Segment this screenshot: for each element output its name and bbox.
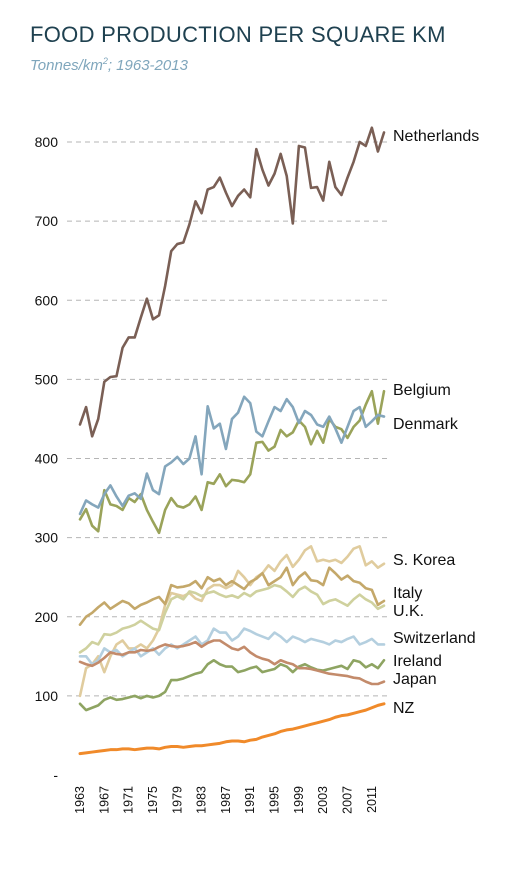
x-tick-label: 1991 bbox=[243, 786, 257, 814]
series-label-u-k: U.K. bbox=[393, 603, 424, 620]
series-label-belgium: Belgium bbox=[393, 382, 451, 399]
y-axis: 800 700 600 500 400 300 200 100 - bbox=[35, 134, 59, 783]
series-line-ireland bbox=[78, 658, 386, 712]
chart-title: FOOD PRODUCTION PER SQUARE KM bbox=[30, 22, 446, 47]
series-label-netherlands: Netherlands bbox=[393, 128, 479, 145]
series-label-s-korea: S. Korea bbox=[393, 552, 455, 569]
series-label-nz: NZ bbox=[393, 700, 415, 717]
x-tick-label: 1971 bbox=[122, 786, 136, 814]
x-tick-label: 1999 bbox=[292, 786, 306, 814]
y-tick-label: 700 bbox=[35, 213, 59, 229]
series-label-ireland: Ireland bbox=[393, 653, 442, 670]
series-line-japan bbox=[78, 639, 386, 686]
series-label-denmark: Denmark bbox=[393, 416, 459, 433]
series-line-switzerland bbox=[78, 627, 386, 666]
x-tick-label: 2003 bbox=[316, 786, 330, 814]
series-line-nz bbox=[78, 702, 386, 756]
y-tick-label: 600 bbox=[35, 292, 59, 308]
x-axis: 1963 1967 1971 1975 1979 1983 1987 1991 1995 1999… bbox=[73, 786, 379, 814]
y-tick-label: 400 bbox=[35, 451, 59, 467]
x-tick-label: 2007 bbox=[341, 786, 355, 814]
series-label-japan: Japan bbox=[393, 671, 437, 688]
x-tick-label: 1975 bbox=[146, 786, 160, 814]
y-tick-label: 100 bbox=[35, 688, 59, 704]
y-tick-label: 800 bbox=[35, 134, 59, 150]
series-line-italy bbox=[78, 566, 386, 626]
y-tick-label: 500 bbox=[35, 371, 59, 387]
subtitle-unit-exponent: 2 bbox=[102, 56, 108, 66]
x-tick-label: 2011 bbox=[365, 786, 379, 813]
y-tick-label: 200 bbox=[35, 609, 59, 625]
y-tick-label: 300 bbox=[35, 530, 59, 546]
series-line-u-k bbox=[78, 583, 386, 654]
x-tick-label: 1983 bbox=[195, 786, 209, 814]
x-tick-label: 1995 bbox=[268, 786, 282, 814]
x-tick-label: 1967 bbox=[97, 786, 111, 814]
gridlines bbox=[67, 141, 390, 697]
series-label-switzerland: Switzerland bbox=[393, 630, 476, 647]
x-tick-label: 1979 bbox=[170, 786, 184, 814]
series-lines bbox=[78, 126, 386, 756]
subtitle-period: ; 1963-2013 bbox=[107, 57, 188, 74]
x-tick-label: 1987 bbox=[219, 786, 233, 814]
subtitle-unit: Tonnes/km bbox=[30, 57, 103, 74]
chart-subtitle: Tonnes/km2; 1963-2013 bbox=[30, 56, 188, 74]
x-tick-label: 1963 bbox=[73, 786, 87, 814]
y-tick-label: - bbox=[53, 767, 58, 783]
series-label-italy: Italy bbox=[393, 585, 422, 602]
series-line-belgium bbox=[78, 389, 386, 535]
series-line-s-korea bbox=[78, 545, 386, 698]
series-line-netherlands bbox=[78, 126, 386, 438]
series-line-denmark bbox=[78, 395, 386, 516]
series-labels: Netherlands Belgium Denmark S. Korea ItalyU.… bbox=[393, 128, 479, 717]
